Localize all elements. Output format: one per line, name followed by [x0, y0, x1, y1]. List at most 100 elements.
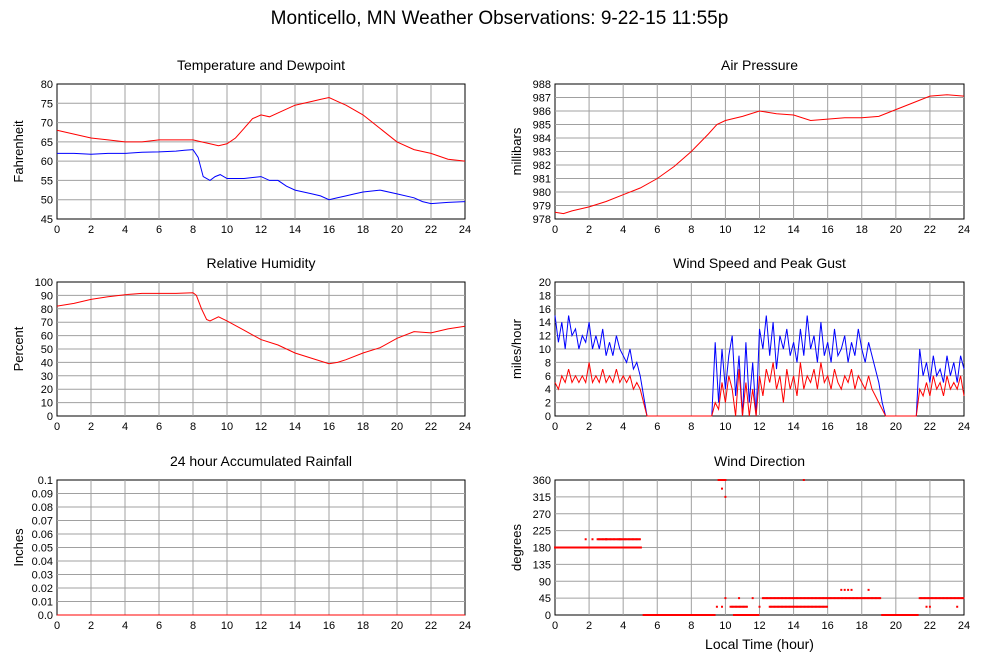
direction-point: [664, 614, 667, 616]
x-tick-label: 12: [753, 620, 765, 632]
direction-point: [600, 538, 603, 541]
x-tick-label: 10: [221, 224, 233, 236]
chart-title: Wind Speed and Peak Gust: [673, 255, 846, 271]
direction-point: [802, 479, 805, 481]
x-tick-label: 22: [924, 620, 936, 632]
direction-point: [622, 546, 625, 549]
direction-point: [650, 614, 653, 616]
direction-point: [851, 597, 854, 600]
direction-point: [740, 605, 743, 608]
direction-point: [943, 597, 946, 600]
direction-point: [798, 597, 801, 600]
direction-point: [805, 597, 808, 600]
x-tick-label: 10: [221, 620, 233, 632]
direction-point: [733, 605, 736, 608]
direction-point: [678, 614, 681, 616]
y-tick-label: 0.1: [38, 475, 53, 487]
direction-point: [842, 597, 845, 600]
direction-point: [789, 605, 792, 608]
y-axis-label: Percent: [11, 326, 26, 371]
direction-point: [624, 546, 627, 549]
direction-point: [958, 597, 961, 600]
direction-point: [571, 546, 574, 549]
direction-point: [794, 605, 797, 608]
x-tick-label: 22: [924, 421, 936, 433]
direction-point: [894, 614, 897, 616]
direction-point: [633, 546, 636, 549]
x-tick-label: 14: [289, 421, 301, 433]
direction-point: [915, 614, 918, 616]
y-tick-label: 985: [533, 120, 551, 132]
direction-point: [695, 614, 698, 616]
direction-point: [824, 605, 827, 608]
x-tick-label: 16: [323, 620, 335, 632]
direction-point: [732, 614, 735, 616]
direction-point: [886, 614, 889, 616]
direction-point: [793, 597, 796, 600]
direction-point: [684, 614, 687, 616]
direction-point: [757, 614, 760, 616]
direction-point: [795, 605, 798, 608]
direction-point: [797, 605, 800, 608]
direction-point: [564, 546, 567, 549]
x-tick-label: 8: [190, 620, 196, 632]
direction-point: [654, 614, 657, 616]
direction-point: [768, 597, 771, 600]
direction-point: [594, 546, 597, 549]
direction-point: [944, 597, 947, 600]
direction-point: [737, 614, 740, 616]
direction-point: [627, 546, 630, 549]
direction-point: [634, 538, 637, 541]
direction-point: [881, 614, 884, 616]
direction-point: [627, 538, 630, 541]
direction-point: [801, 605, 804, 608]
direction-point: [783, 605, 786, 608]
direction-point: [840, 597, 843, 600]
direction-point: [736, 605, 739, 608]
y-tick-label: 0.04: [32, 556, 53, 568]
x-tick-label: 24: [958, 421, 970, 433]
direction-point: [634, 546, 637, 549]
direction-point: [756, 614, 759, 616]
direction-point: [582, 546, 585, 549]
direction-point: [575, 546, 578, 549]
y-tick-label: 984: [533, 133, 551, 145]
x-tick-label: 16: [822, 620, 834, 632]
direction-point: [637, 538, 640, 541]
direction-point: [790, 605, 793, 608]
direction-point: [765, 597, 768, 600]
direction-point: [601, 546, 604, 549]
direction-point: [583, 546, 586, 549]
direction-point: [730, 605, 733, 608]
x-tick-label: 18: [357, 421, 369, 433]
direction-point: [680, 614, 683, 616]
direction-point: [775, 605, 778, 608]
x-tick-label: 8: [688, 224, 694, 236]
x-tick-label: 0: [552, 224, 558, 236]
x-tick-label: 18: [357, 620, 369, 632]
direction-point: [738, 614, 741, 616]
direction-point: [746, 614, 749, 616]
direction-point: [753, 614, 756, 616]
direction-point: [860, 597, 863, 600]
direction-point: [604, 546, 607, 549]
direction-point: [875, 597, 878, 600]
chart-wind: 0 2 4 6 8 10 12 14 16 18 20 22 2402468101214161820Wi…: [509, 255, 970, 433]
x-tick-label: 16: [822, 421, 834, 433]
y-tick-label: 18: [539, 290, 551, 302]
chart-pressure: 0 2 4 6 8 10 12 14 16 18 20 22 249789799809819829839…: [509, 57, 970, 236]
direction-point: [667, 614, 670, 616]
x-tick-label: 12: [753, 224, 765, 236]
direction-point: [578, 546, 581, 549]
direction-point: [672, 614, 675, 616]
direction-point: [786, 605, 789, 608]
direction-point: [718, 479, 721, 481]
x-tick-label: 6: [156, 620, 162, 632]
direction-point: [648, 614, 651, 616]
direction-point: [770, 597, 773, 600]
direction-point: [921, 597, 924, 600]
x-tick-label: 6: [654, 224, 660, 236]
direction-point: [802, 605, 805, 608]
x-tick-label: 20: [890, 224, 902, 236]
x-tick-label: 0: [54, 421, 60, 433]
